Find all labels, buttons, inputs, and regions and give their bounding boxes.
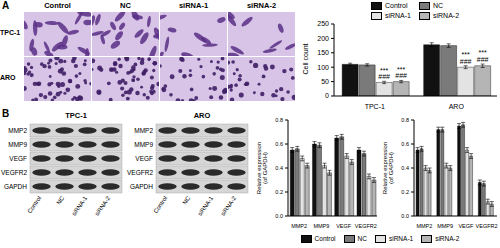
svg-text:MMP9: MMP9 — [134, 141, 153, 148]
svg-text:Control: Control — [152, 195, 168, 214]
html-text:ARO: ARO — [0, 74, 16, 81]
svg-text:250: 250 — [317, 20, 329, 27]
html-text:NC: NC — [120, 1, 131, 10]
svg-text:100: 100 — [317, 64, 329, 71]
svg-text:MMP9: MMP9 — [437, 223, 453, 229]
svg-text:0.8: 0.8 — [275, 117, 283, 123]
svg-text:MMP2: MMP2 — [134, 127, 153, 134]
svg-text:GAPDH: GAPDH — [8, 183, 27, 190]
svg-text:ARO: ARO — [194, 111, 211, 120]
svg-text:TPC-1: TPC-1 — [65, 111, 87, 120]
svg-text:NC: NC — [181, 195, 191, 206]
html-text:NC: NC — [357, 235, 367, 242]
svg-text:0.0: 0.0 — [401, 213, 409, 219]
svg-text:TPC-1: TPC-1 — [365, 103, 385, 110]
svg-text:0.8: 0.8 — [401, 117, 409, 123]
html-text:siRNA-2: siRNA-2 — [433, 12, 460, 19]
svg-text:0.6: 0.6 — [275, 141, 283, 147]
svg-text:150: 150 — [317, 49, 329, 56]
svg-text:VEGFR2: VEGFR2 — [127, 169, 153, 176]
svg-text:50: 50 — [321, 78, 329, 85]
svg-text:0: 0 — [325, 92, 329, 99]
html-text:siRNA-1: siRNA-1 — [389, 235, 414, 242]
svg-text:Cell count: Cell count — [302, 43, 309, 74]
svg-text:NC: NC — [55, 195, 65, 206]
html-text:siRNA-2: siRNA-2 — [435, 235, 460, 242]
svg-text:siRNA-2: siRNA-2 — [220, 195, 238, 217]
svg-text:VEGF: VEGF — [135, 155, 153, 162]
html-text:siRNA-1: siRNA-1 — [178, 1, 209, 10]
html-text:B: B — [2, 108, 10, 119]
html-text:TPC-1: TPC-1 — [0, 29, 21, 36]
svg-text:VEGF: VEGF — [9, 155, 27, 162]
html-text:Control: Control — [384, 2, 408, 9]
svg-text:ARO: ARO — [449, 103, 465, 110]
html-text:A: A — [2, 0, 10, 11]
html-text:Control: Control — [314, 235, 336, 242]
svg-text:MMP2: MMP2 — [291, 223, 307, 229]
svg-text:Relative expression(of GAPDH): Relative expression(of GAPDH) — [256, 142, 268, 194]
svg-text:0.2: 0.2 — [401, 189, 409, 195]
svg-text:0.4: 0.4 — [275, 165, 283, 171]
svg-text:siRNA-1: siRNA-1 — [197, 195, 215, 217]
svg-text:MMP2: MMP2 — [8, 127, 27, 134]
html-text:siRNA-2: siRNA-2 — [246, 1, 277, 10]
svg-text:###: ### — [395, 72, 407, 79]
svg-text:Control: Control — [26, 195, 42, 214]
svg-text:siRNA-1: siRNA-1 — [71, 195, 89, 217]
svg-text:###: ### — [378, 73, 390, 80]
svg-text:siRNA-2: siRNA-2 — [94, 195, 112, 217]
html-text:NC: NC — [433, 2, 444, 9]
svg-text:MMP2: MMP2 — [416, 223, 432, 229]
svg-text:Relative expression(of GAPDH): Relative expression(of GAPDH) — [382, 142, 394, 194]
svg-text:###: ### — [477, 56, 489, 63]
html-text:siRNA-1: siRNA-1 — [384, 12, 411, 19]
svg-text:VEGFR2: VEGFR2 — [476, 223, 492, 229]
svg-text:0.4: 0.4 — [401, 165, 409, 171]
svg-text:0.0: 0.0 — [275, 213, 283, 219]
svg-text:GAPDH: GAPDH — [130, 183, 153, 190]
svg-text:VEGF: VEGF — [458, 223, 474, 229]
svg-text:VEGF: VEGF — [336, 223, 352, 229]
svg-text:VEGFR2: VEGFR2 — [8, 169, 27, 176]
svg-text:200: 200 — [317, 35, 329, 42]
svg-text:VEGFR2: VEGFR2 — [355, 223, 377, 229]
html-text:Control: Control — [44, 1, 71, 10]
svg-text:MMP9: MMP9 — [8, 141, 27, 148]
svg-text:0.6: 0.6 — [401, 141, 409, 147]
svg-text:0.2: 0.2 — [275, 189, 283, 195]
svg-text:MMP9: MMP9 — [313, 223, 329, 229]
svg-text:###: ### — [460, 58, 472, 65]
